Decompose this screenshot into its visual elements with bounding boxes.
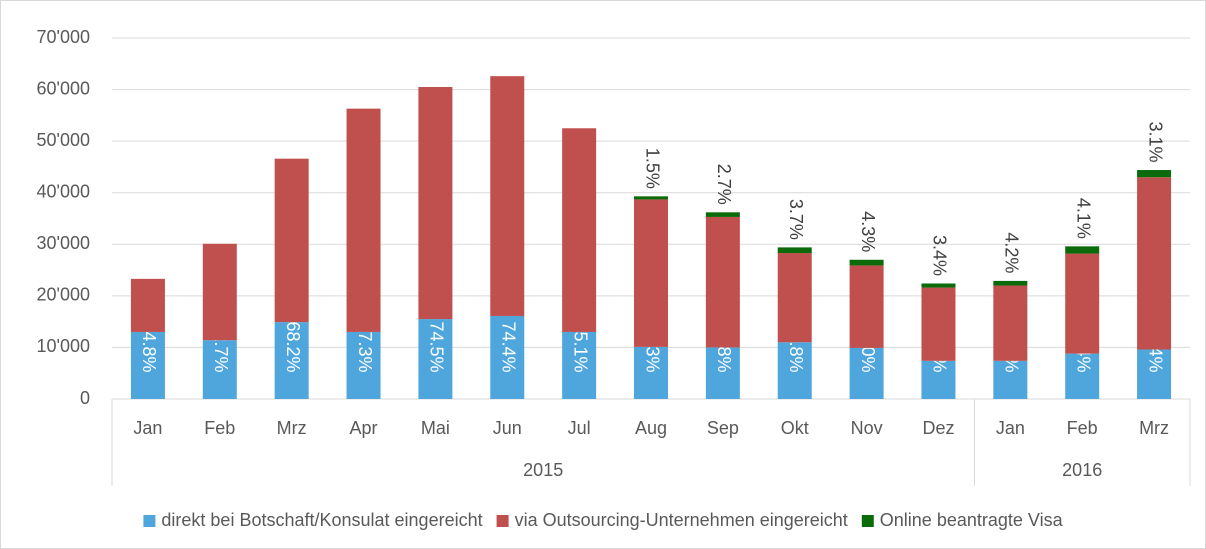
bar-segment bbox=[921, 287, 956, 361]
bar-segment bbox=[274, 158, 309, 323]
legend-label: direkt bei Botschaft/Konsulat eingereich… bbox=[161, 510, 482, 530]
bar-percent-label: 2.7% bbox=[714, 164, 734, 205]
x-tick-label: Feb bbox=[1067, 418, 1098, 438]
x-tick-label: Mrz bbox=[1139, 418, 1169, 438]
legend-label: via Outsourcing-Unternehmen eingereicht bbox=[515, 510, 848, 530]
bar-percent-label: 74.4% bbox=[499, 321, 519, 372]
group-label: 2015 bbox=[523, 460, 563, 480]
bar-segment bbox=[130, 278, 165, 332]
bar-segment bbox=[993, 280, 1028, 286]
bar-segment bbox=[1065, 246, 1100, 254]
bar-percent-label: 4.2% bbox=[1002, 232, 1022, 273]
y-tick-label: 10'000 bbox=[37, 336, 91, 356]
x-tick-label: Okt bbox=[781, 418, 809, 438]
bar-segment bbox=[202, 243, 237, 341]
bar-percent-label: 68.2% bbox=[283, 321, 303, 372]
bar-segment bbox=[849, 347, 884, 399]
bar-segment bbox=[777, 342, 812, 399]
bar-segment bbox=[705, 347, 740, 399]
bar-percent-label: 44.8% bbox=[139, 321, 159, 372]
bar-segment bbox=[1065, 253, 1100, 354]
y-tick-label: 40'000 bbox=[37, 181, 91, 201]
bar-segment bbox=[346, 108, 381, 332]
x-tick-label: Jan bbox=[133, 418, 162, 438]
y-tick-label: 50'000 bbox=[37, 130, 91, 150]
y-tick-label: 20'000 bbox=[37, 285, 91, 305]
bar-segment bbox=[993, 360, 1028, 399]
bar-percent-label: 4.3% bbox=[858, 211, 878, 252]
bar-segment bbox=[705, 212, 740, 217]
bar-segment bbox=[490, 315, 525, 399]
bar-segment bbox=[1137, 177, 1172, 350]
bar-percent-label: 3.4% bbox=[930, 235, 950, 276]
x-tick-label: Sep bbox=[707, 418, 739, 438]
bar-segment bbox=[849, 259, 884, 266]
bar-segment bbox=[1137, 349, 1172, 399]
bar-segment bbox=[777, 247, 812, 254]
x-tick-label: Dez bbox=[922, 418, 954, 438]
bar-percent-label: 77.3% bbox=[355, 321, 375, 372]
x-tick-label: Nov bbox=[851, 418, 883, 438]
bar-segment bbox=[418, 86, 453, 320]
bar-segment bbox=[562, 128, 597, 332]
bar-segment bbox=[921, 360, 956, 399]
bar-segment bbox=[274, 322, 309, 399]
x-tick-label: Jul bbox=[568, 418, 591, 438]
bar-segment bbox=[921, 283, 956, 288]
bar-percent-label: 3.7% bbox=[786, 199, 806, 240]
bar-segment bbox=[1137, 170, 1172, 178]
bar-percent-label: 75.1% bbox=[570, 321, 590, 372]
bar-segment bbox=[634, 199, 668, 347]
x-tick-label: Aug bbox=[635, 418, 667, 438]
bar-segment bbox=[634, 196, 668, 200]
bar-percent-label: 3.1% bbox=[1145, 122, 1165, 163]
bar-segment bbox=[705, 216, 740, 348]
bar-segment bbox=[634, 346, 668, 399]
bar-segment bbox=[849, 265, 884, 348]
y-tick-label: 60'000 bbox=[37, 78, 91, 98]
legend-swatch bbox=[496, 515, 509, 527]
x-tick-label: Jan bbox=[996, 418, 1025, 438]
bar-percent-label: 1.5% bbox=[642, 148, 662, 189]
x-tick-label: Mrz bbox=[277, 418, 307, 438]
bar-segment bbox=[777, 253, 812, 343]
x-tick-label: Feb bbox=[204, 418, 235, 438]
legend-label: Online beantragte Visa bbox=[880, 510, 1064, 530]
bar-segment bbox=[202, 340, 237, 399]
x-tick-label: Jun bbox=[493, 418, 522, 438]
bar-segment bbox=[130, 331, 165, 399]
x-tick-label: Apr bbox=[350, 418, 378, 438]
x-tick-label: Mai bbox=[421, 418, 450, 438]
y-tick-label: 0 bbox=[80, 388, 90, 408]
bar-percent-label: 74.5% bbox=[427, 321, 447, 372]
y-tick-label: 70'000 bbox=[37, 27, 91, 47]
bar-percent-label: 4.1% bbox=[1073, 198, 1093, 239]
bar-segment bbox=[993, 285, 1028, 361]
bar-segment bbox=[1065, 353, 1100, 399]
bar-segment bbox=[562, 331, 597, 399]
y-tick-label: 30'000 bbox=[37, 233, 91, 253]
group-label: 2016 bbox=[1062, 460, 1102, 480]
legend-swatch bbox=[861, 515, 874, 527]
legend-swatch bbox=[143, 515, 156, 527]
bar-segment bbox=[490, 76, 525, 316]
bar-segment bbox=[418, 319, 453, 399]
bar-segment bbox=[346, 331, 381, 399]
